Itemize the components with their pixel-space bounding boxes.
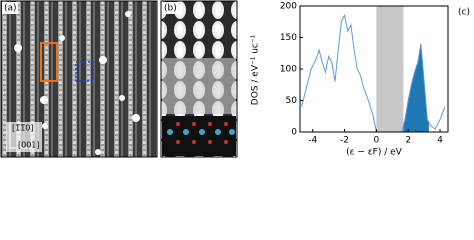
y-tick-label: 100 bbox=[280, 65, 297, 75]
y-tick-label: 150 bbox=[280, 33, 297, 43]
x-tick-label: -4 bbox=[308, 136, 317, 146]
label-bg bbox=[162, 2, 178, 14]
x-tick-label: 0 bbox=[374, 136, 380, 146]
highlight-box-dotted bbox=[75, 61, 94, 82]
direction-label: [1̅1̅0] bbox=[12, 124, 34, 133]
structure-side-view bbox=[162, 116, 236, 156]
dos-line bbox=[301, 13, 446, 133]
y-tick-label: 0 bbox=[291, 128, 297, 138]
figure: (a) [1̅1̅0] [001] (b) DOS / eV⁻¹ uc⁻¹ (ε… bbox=[0, 0, 470, 158]
atoms bbox=[176, 122, 228, 144]
panel-label: (b) bbox=[164, 4, 177, 14]
highlight-box bbox=[40, 42, 58, 82]
page: (a) [1̅1̅0] [001] (b) DOS / eV⁻¹ uc⁻¹ (ε… bbox=[0, 0, 470, 158]
x-axis-label: (ε − εF) / eV bbox=[346, 148, 402, 158]
direction-label: [001] bbox=[18, 141, 40, 150]
label-bg bbox=[6, 122, 42, 152]
bright-spots bbox=[14, 11, 140, 155]
shaded-gap bbox=[376, 6, 404, 132]
panel-label: (c) bbox=[458, 8, 470, 18]
structure-overlay bbox=[162, 58, 236, 114]
y-axis-label: DOS / eV⁻¹ uc⁻¹ bbox=[251, 34, 261, 105]
label-bg bbox=[2, 2, 18, 14]
x-tick-label: 4 bbox=[437, 136, 443, 146]
panel-label: (a) bbox=[4, 4, 17, 14]
x-tick-label: -2 bbox=[340, 136, 349, 146]
atoms bbox=[167, 129, 235, 135]
y-tick-label: 200 bbox=[280, 2, 297, 12]
x-tick-label: 2 bbox=[405, 136, 411, 146]
y-tick-label: 50 bbox=[286, 96, 298, 106]
